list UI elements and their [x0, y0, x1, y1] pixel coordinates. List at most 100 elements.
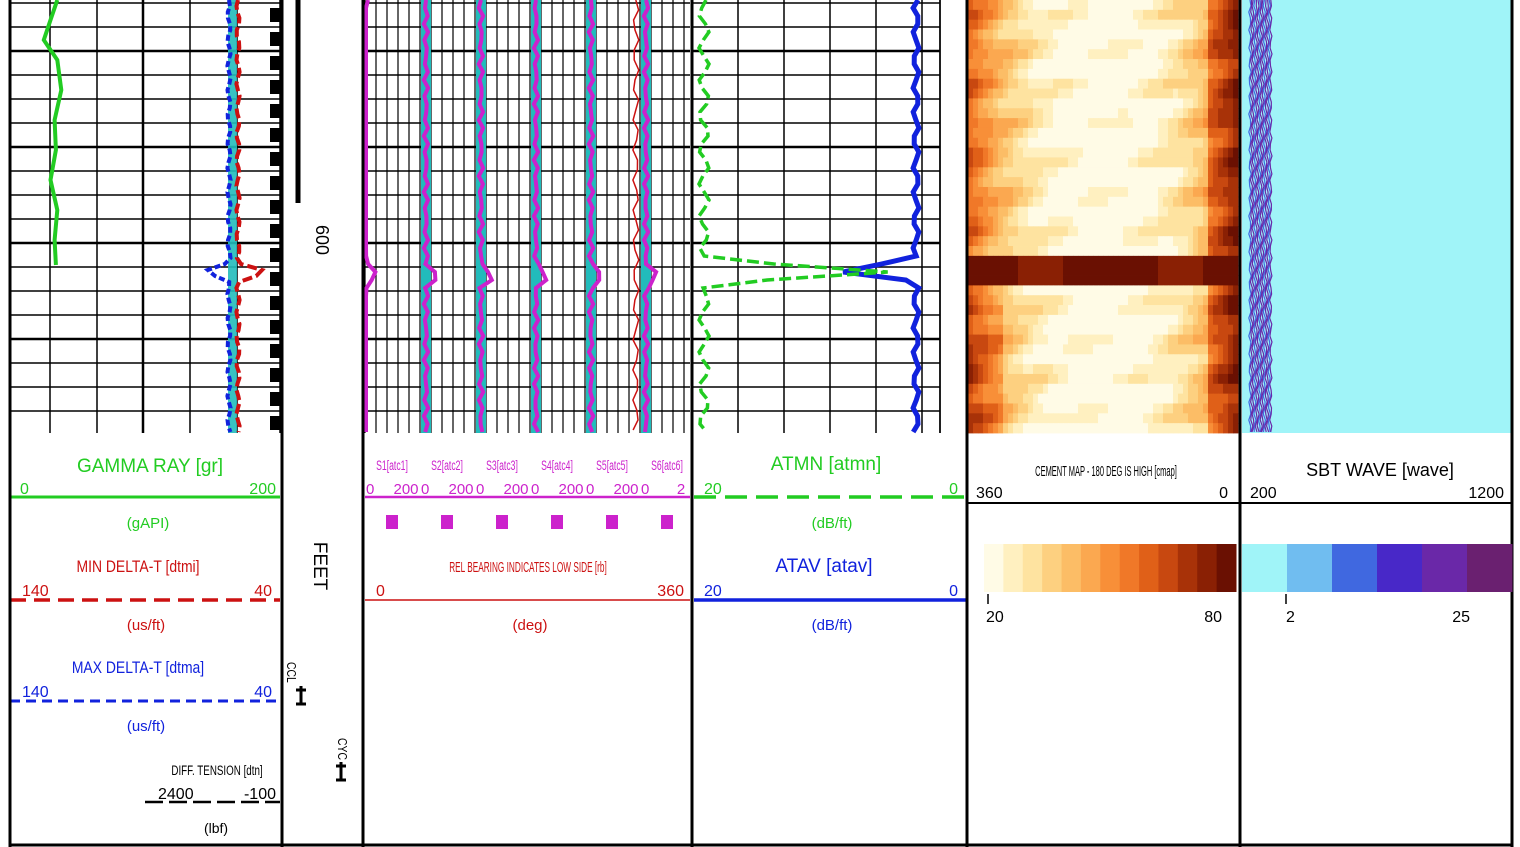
cement-cell — [1213, 108, 1219, 119]
cement-cell — [993, 147, 999, 158]
cement-cell — [1183, 177, 1189, 188]
cement-cell — [1173, 314, 1179, 326]
cement-cell — [1023, 68, 1029, 80]
cement-cell — [983, 19, 989, 30]
cement-cell — [1088, 137, 1094, 149]
cement-cell — [1203, 314, 1209, 326]
cement-cell — [1053, 118, 1059, 129]
cement-cell — [1233, 29, 1239, 40]
cement-cell — [1043, 383, 1049, 395]
cement-cell — [1113, 0, 1119, 11]
cement-cell — [1083, 59, 1089, 70]
depth-marker: 600 — [312, 225, 332, 255]
cement-cell — [1038, 314, 1044, 326]
cement-cell — [1223, 364, 1229, 375]
cement-cell — [1098, 236, 1104, 247]
cement-cell — [1018, 9, 1024, 21]
cement-cell — [978, 98, 984, 109]
cement-cell — [1213, 127, 1219, 139]
atmn-min: 20 — [704, 481, 722, 498]
cement-cell — [1003, 226, 1009, 237]
cement-cell — [1113, 364, 1119, 375]
cement-cell — [1068, 68, 1074, 80]
cement-cell — [1038, 59, 1044, 70]
cement-cell — [1143, 305, 1149, 316]
cement-cell — [1008, 285, 1014, 296]
cement-cell — [1148, 108, 1154, 119]
cement-cell — [968, 68, 974, 80]
cement-cell — [973, 0, 979, 11]
cement-cell — [1128, 29, 1134, 40]
cement-cell — [1083, 373, 1089, 385]
cement-cell — [1048, 295, 1054, 306]
cement-cell — [1063, 364, 1069, 375]
cement-cell — [1118, 177, 1124, 188]
cement-cell — [1073, 147, 1079, 158]
cement-cell — [1003, 305, 1009, 316]
cement-cell — [1058, 373, 1064, 385]
cement-cell — [978, 275, 984, 286]
cement-cell — [1053, 108, 1059, 119]
sector-swatch — [441, 515, 453, 529]
cement-cell — [1093, 413, 1099, 424]
sector-swatch — [606, 515, 618, 529]
cement-cell — [973, 373, 979, 385]
cement-cell — [978, 118, 984, 129]
cement-cell — [1193, 127, 1199, 139]
cement-cell — [1213, 265, 1219, 276]
cement-cell — [1198, 314, 1204, 326]
cement-cell — [1148, 186, 1154, 198]
cement-cell — [993, 127, 999, 139]
cement-cell — [1198, 186, 1204, 198]
cement-cell — [1103, 127, 1109, 139]
cement-cell — [1133, 403, 1139, 414]
cement-cell — [1118, 167, 1124, 178]
cement-cell — [1023, 295, 1029, 306]
cement-cell — [1113, 68, 1119, 80]
cement-cell — [1093, 177, 1099, 188]
cement-cell — [993, 226, 999, 237]
cement-cell — [1098, 0, 1104, 11]
cement-cell — [1203, 236, 1209, 247]
cement-cell — [1078, 147, 1084, 158]
cement-cell — [1098, 196, 1104, 208]
cement-cell — [1073, 275, 1079, 286]
cement-cell — [1153, 236, 1159, 247]
cement-cell — [1233, 98, 1239, 109]
cement-cell — [1043, 393, 1049, 404]
cement-cell — [1183, 167, 1189, 178]
cement-cell — [1098, 285, 1104, 296]
cement-cell — [978, 88, 984, 99]
cement-cell — [1063, 206, 1069, 217]
cement-cell — [968, 147, 974, 158]
cement-cell — [1083, 324, 1089, 335]
cement-cell — [1158, 216, 1164, 227]
cement-cell — [1123, 373, 1129, 385]
cement-cell — [1008, 98, 1014, 109]
cement-cell — [1098, 226, 1104, 237]
cement-cell — [1043, 59, 1049, 70]
cement-cell — [1103, 413, 1109, 424]
cement-cell — [1168, 98, 1174, 109]
cement-cell — [1223, 373, 1229, 385]
cement-cell — [1088, 68, 1094, 80]
tension-mark — [270, 152, 280, 166]
cement-cell — [1103, 59, 1109, 70]
cement-cell — [1013, 127, 1019, 139]
cement-cell — [1008, 206, 1014, 217]
cement-cell — [1048, 413, 1054, 424]
cement-cell — [1023, 265, 1029, 276]
cement-cell — [1173, 305, 1179, 316]
cement-cell — [1018, 39, 1024, 50]
cement-cell — [1103, 334, 1109, 345]
cement-cell — [1018, 236, 1024, 247]
cement-cell — [988, 373, 994, 385]
cement-cell — [1178, 29, 1184, 40]
cement-cell — [1128, 147, 1134, 158]
cement-cell — [1048, 383, 1054, 395]
cement-cell — [1043, 285, 1049, 296]
cement-cell — [1178, 216, 1184, 227]
cement-cell — [1163, 186, 1169, 198]
cement-cell — [1083, 137, 1089, 149]
cement-cell — [1048, 285, 1054, 296]
